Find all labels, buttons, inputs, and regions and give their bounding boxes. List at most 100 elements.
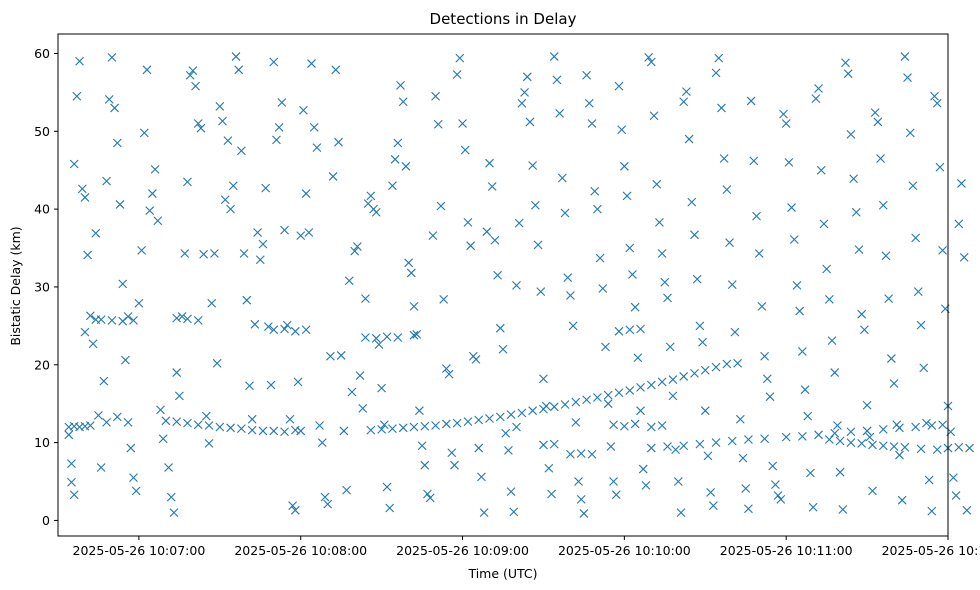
data-point — [131, 486, 141, 496]
data-point — [911, 233, 921, 243]
data-point — [183, 177, 192, 187]
data-point — [409, 422, 419, 432]
data-point — [517, 98, 527, 108]
data-point — [703, 451, 713, 461]
data-point — [280, 225, 289, 235]
data-point — [501, 428, 511, 438]
data-point — [88, 339, 98, 349]
data-point — [822, 264, 832, 274]
data-point — [846, 427, 856, 437]
data-point — [215, 422, 225, 432]
series-4 — [96, 313, 667, 459]
data-point — [201, 411, 211, 421]
data-point — [64, 430, 74, 440]
data-point — [746, 96, 756, 106]
y-tick-label: 20 — [34, 357, 50, 372]
data-point — [846, 438, 856, 447]
data-point — [450, 460, 459, 470]
data-point — [99, 376, 109, 386]
data-point — [320, 492, 330, 502]
data-point — [889, 442, 899, 451]
data-point — [700, 365, 710, 375]
data-point — [862, 400, 872, 410]
data-point — [350, 246, 360, 256]
data-point — [506, 410, 516, 419]
data-point — [269, 325, 279, 335]
data-point — [123, 312, 133, 321]
data-point — [299, 105, 308, 115]
data-point — [210, 249, 219, 258]
data-point — [166, 492, 176, 502]
data-point — [843, 69, 853, 79]
data-point — [695, 321, 705, 331]
data-point — [137, 245, 146, 255]
data-point — [191, 81, 200, 91]
data-point — [382, 332, 392, 342]
data-point — [85, 311, 95, 321]
data-point — [91, 315, 101, 325]
data-point — [371, 333, 381, 343]
data-point — [67, 477, 76, 487]
data-point — [549, 439, 559, 449]
data-point — [183, 314, 192, 324]
data-point — [129, 316, 138, 325]
data-point — [954, 219, 964, 229]
data-point — [601, 342, 610, 352]
data-point — [85, 421, 95, 430]
data-point — [916, 444, 926, 454]
data-point — [900, 442, 910, 452]
data-point — [959, 252, 969, 262]
data-point — [679, 441, 689, 451]
data-point — [420, 421, 430, 431]
data-point — [374, 340, 384, 349]
data-point — [700, 406, 710, 416]
data-point — [115, 200, 125, 209]
data-point — [566, 449, 575, 459]
data-point — [487, 182, 497, 191]
data-point — [280, 324, 289, 334]
data-point — [614, 326, 624, 336]
data-point — [342, 485, 351, 495]
data-point — [425, 493, 435, 503]
data-point — [474, 443, 484, 453]
data-point — [212, 358, 222, 368]
data-point — [857, 438, 867, 448]
data-point — [690, 230, 699, 240]
data-point — [698, 337, 707, 347]
data-point — [830, 368, 840, 377]
data-point — [528, 161, 538, 170]
data-point — [293, 377, 303, 387]
data-point — [485, 414, 494, 423]
data-point — [897, 495, 907, 505]
data-point — [628, 270, 637, 279]
data-point — [892, 420, 902, 430]
data-point — [760, 351, 769, 361]
data-point — [104, 94, 114, 104]
data-point — [927, 421, 937, 430]
plot-frame — [57, 33, 949, 537]
data-point — [493, 270, 502, 280]
data-point — [574, 477, 583, 486]
data-point — [272, 135, 281, 145]
data-point — [417, 441, 427, 451]
data-point — [315, 421, 324, 430]
data-point — [835, 467, 845, 477]
data-point — [781, 119, 791, 128]
data-point — [717, 103, 726, 113]
data-point — [80, 327, 90, 337]
data-point — [768, 461, 778, 471]
data-point — [582, 395, 591, 405]
data-point — [455, 53, 465, 63]
data-point — [935, 162, 945, 172]
data-point — [795, 306, 805, 316]
data-point — [112, 412, 122, 422]
data-point — [436, 201, 446, 211]
data-point — [735, 414, 745, 424]
data-point — [317, 438, 327, 447]
data-point — [255, 255, 265, 265]
data-point — [460, 145, 470, 155]
data-point — [226, 423, 235, 433]
data-point — [253, 228, 262, 237]
data-point — [266, 380, 276, 390]
